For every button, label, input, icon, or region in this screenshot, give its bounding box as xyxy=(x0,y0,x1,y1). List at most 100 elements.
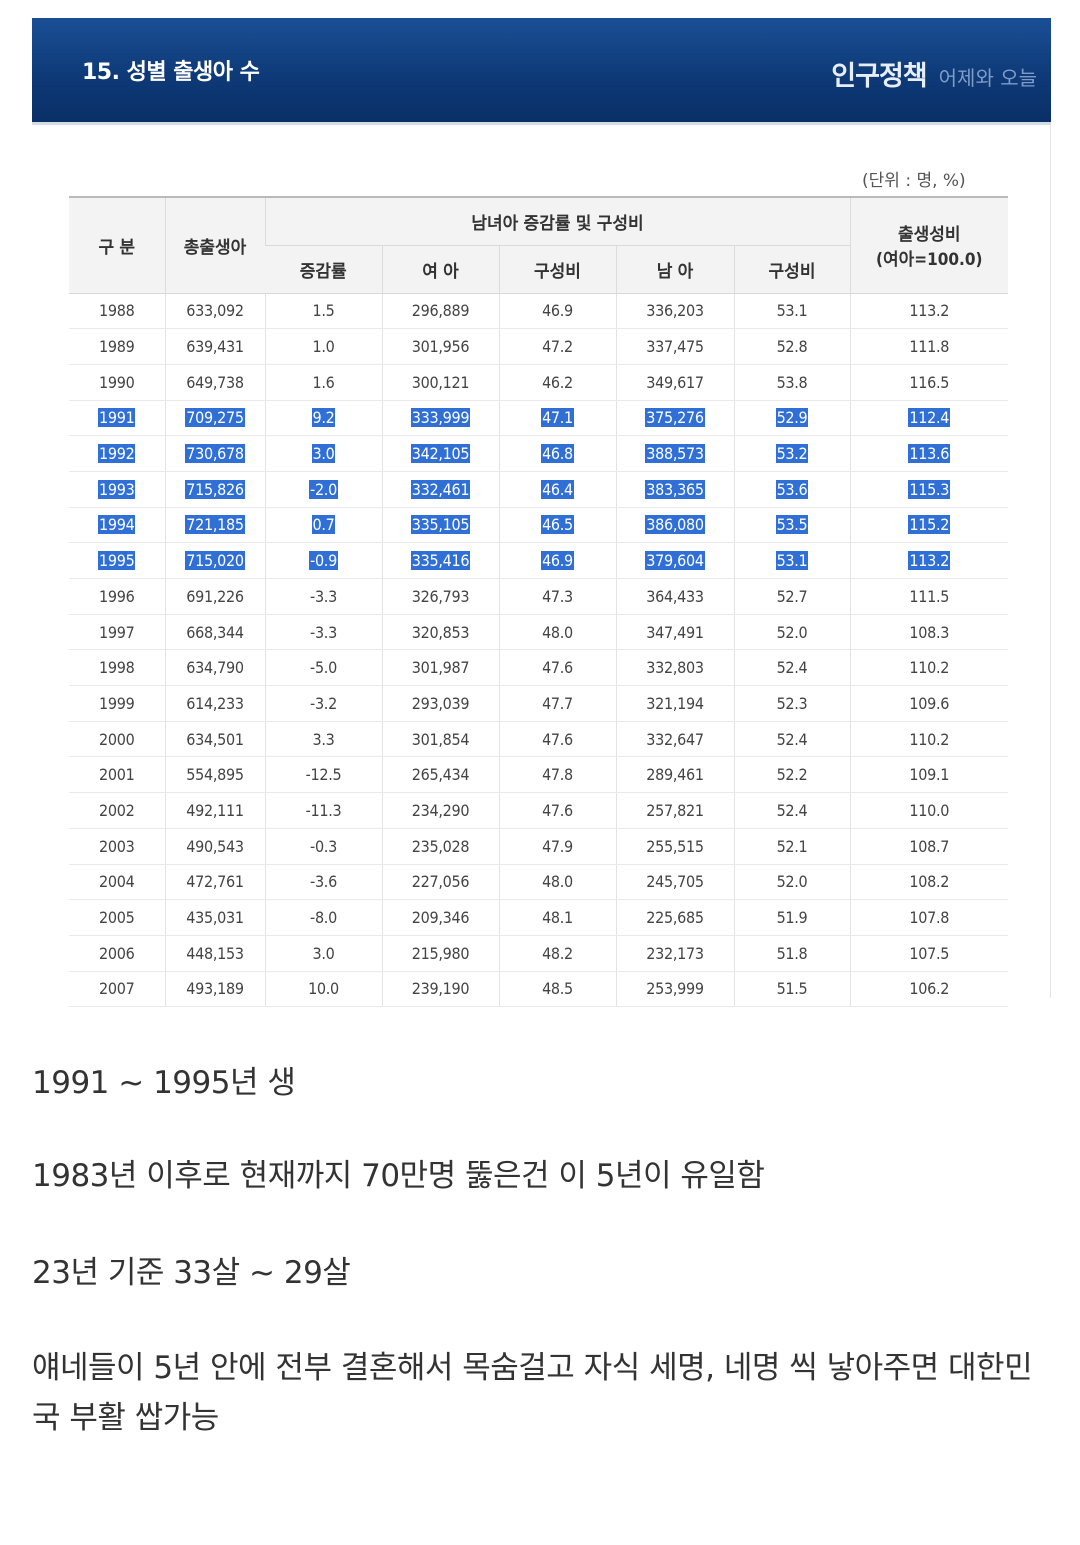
cell-sex-ratio: 115.2 xyxy=(849,507,1009,544)
cell-year: 1998 xyxy=(69,649,165,687)
cell-sex-ratio: 111.8 xyxy=(849,328,1009,365)
cell-value: 386,080 xyxy=(645,515,705,535)
cell-male: 232,173 xyxy=(615,935,734,972)
cell-total: 472,761 xyxy=(164,864,265,901)
cell-value: 106.2 xyxy=(909,979,950,999)
cell-value: 691,226 xyxy=(186,586,244,606)
cell-value: 639,431 xyxy=(186,337,244,357)
cell-value: 1997 xyxy=(99,622,135,642)
cell-value: 633,092 xyxy=(186,301,244,321)
cell-value: 239,190 xyxy=(411,979,470,999)
cell-value: 1994 xyxy=(98,515,136,535)
cell-value: 10.0 xyxy=(308,979,339,999)
table-row: 1993 715,826 -2.0 332,461 46.4 383,365 53.6 115… xyxy=(69,471,1009,508)
cell-value: 52.7 xyxy=(776,586,808,606)
cell-female-ratio: 47.6 xyxy=(498,649,616,687)
cell-year: 1995 xyxy=(69,542,165,579)
cell-value: 2002 xyxy=(99,800,135,820)
cell-female-ratio: 48.2 xyxy=(498,935,616,972)
cell-female-ratio: 47.3 xyxy=(498,578,616,615)
cell-female-ratio: 47.2 xyxy=(498,328,616,365)
cell-female: 265,434 xyxy=(381,756,499,794)
cell-female-ratio: 48.0 xyxy=(498,614,616,651)
cell-male-ratio: 52.3 xyxy=(733,685,851,722)
cell-sex-ratio: 108.3 xyxy=(849,614,1009,651)
cell-value: 113.2 xyxy=(909,301,950,321)
cell-value: 375,276 xyxy=(645,408,705,428)
post-text-line4: 얘네들이 5년 안에 전부 결혼해서 목숨걸고 자식 세명, 네명 씩 낳아주면… xyxy=(32,1350,1033,1436)
cell-value: 301,854 xyxy=(411,729,470,749)
cell-year: 2006 xyxy=(69,935,165,972)
cell-sex-ratio: 115.3 xyxy=(849,471,1009,508)
cell-sex-ratio: 110.0 xyxy=(849,792,1009,829)
cell-value: 492,111 xyxy=(186,800,244,820)
cell-value: 253,999 xyxy=(646,979,704,999)
cell-value: 1999 xyxy=(99,693,135,713)
cell-value: 46.9 xyxy=(542,301,573,321)
cell-value: 1.5 xyxy=(312,301,335,321)
cell-change: -5.0 xyxy=(264,649,382,687)
cell-female-ratio: 46.4 xyxy=(498,471,616,508)
cell-male: 332,647 xyxy=(615,721,734,758)
cell-value: 52.0 xyxy=(776,872,808,892)
cell-value: 332,461 xyxy=(410,479,471,499)
cell-value: 111.5 xyxy=(909,586,950,606)
cell-male: 336,203 xyxy=(615,293,734,330)
cell-female: 235,028 xyxy=(381,828,499,865)
table-row: 2003 490,543 -0.3 235,028 47.9 255,515 52.1 108… xyxy=(69,828,1009,865)
cell-sex-ratio: 108.2 xyxy=(849,864,1009,901)
cell-female-ratio: 47.7 xyxy=(498,685,616,722)
cell-value: -5.0 xyxy=(310,658,337,678)
cell-male: 337,475 xyxy=(615,328,734,365)
cell-female-ratio: 46.2 xyxy=(498,364,616,401)
table-row: 1988 633,092 1.5 296,889 46.9 336,203 53.1 113.… xyxy=(69,293,1009,330)
cell-value: 112.4 xyxy=(908,408,951,428)
cell-value: 301,987 xyxy=(411,658,470,678)
cell-value: 472,761 xyxy=(186,872,244,892)
cell-value: 332,647 xyxy=(646,729,704,749)
cell-value: 51.9 xyxy=(776,908,808,928)
cell-value: 209,346 xyxy=(411,908,470,928)
cell-change: 9.2 xyxy=(264,400,382,437)
cell-total: 493,189 xyxy=(164,971,265,1008)
cell-change: -0.3 xyxy=(264,828,382,865)
cell-value: 52.3 xyxy=(776,693,808,713)
cell-value: 300,121 xyxy=(411,372,470,392)
cell-value: 614,233 xyxy=(186,693,244,713)
cell-value: 107.8 xyxy=(909,908,950,928)
cell-male-ratio: 52.1 xyxy=(733,828,851,865)
cell-value: 47.2 xyxy=(542,337,573,357)
cell-value: 46.9 xyxy=(541,551,574,571)
cell-value: 47.8 xyxy=(542,765,573,785)
cell-female: 333,999 xyxy=(381,400,499,437)
cell-value: 47.3 xyxy=(542,586,573,606)
cell-value: 1996 xyxy=(99,586,135,606)
cell-year: 1989 xyxy=(69,328,165,365)
cell-change: 3.3 xyxy=(264,721,382,758)
cell-value: 111.8 xyxy=(909,337,950,357)
cell-value: 448,153 xyxy=(186,943,244,963)
cell-female-ratio: 46.9 xyxy=(498,293,616,330)
table-row: 2006 448,153 3.0 215,980 48.2 232,173 51.8 107.… xyxy=(69,935,1009,972)
cell-male-ratio: 53.1 xyxy=(733,542,851,579)
cell-male-ratio: 52.4 xyxy=(733,721,851,758)
cell-value: 47.7 xyxy=(542,693,573,713)
cell-change: 1.6 xyxy=(264,364,382,401)
cell-year: 2001 xyxy=(69,756,165,794)
cell-male-ratio: 52.0 xyxy=(733,614,851,651)
cell-value: 715,826 xyxy=(185,479,245,499)
cell-value: 326,793 xyxy=(411,586,470,606)
post-text-line1: 1991 ~ 1995년 생 xyxy=(32,1065,296,1101)
cell-female: 301,854 xyxy=(381,721,499,758)
cell-female-ratio: 47.8 xyxy=(498,756,616,794)
cell-total: 554,895 xyxy=(164,756,265,794)
table-row: 1991 709,275 9.2 333,999 47.1 375,276 52.9 112.… xyxy=(69,400,1009,437)
cell-value: 649,738 xyxy=(186,372,244,392)
cell-value: 108.2 xyxy=(909,872,950,892)
cell-value: 215,980 xyxy=(411,943,470,963)
cell-female: 209,346 xyxy=(381,899,499,936)
cell-total: 715,020 xyxy=(164,542,265,579)
cell-total: 634,501 xyxy=(164,721,265,758)
cell-value: 115.3 xyxy=(908,479,951,499)
cell-female: 326,793 xyxy=(381,578,499,615)
